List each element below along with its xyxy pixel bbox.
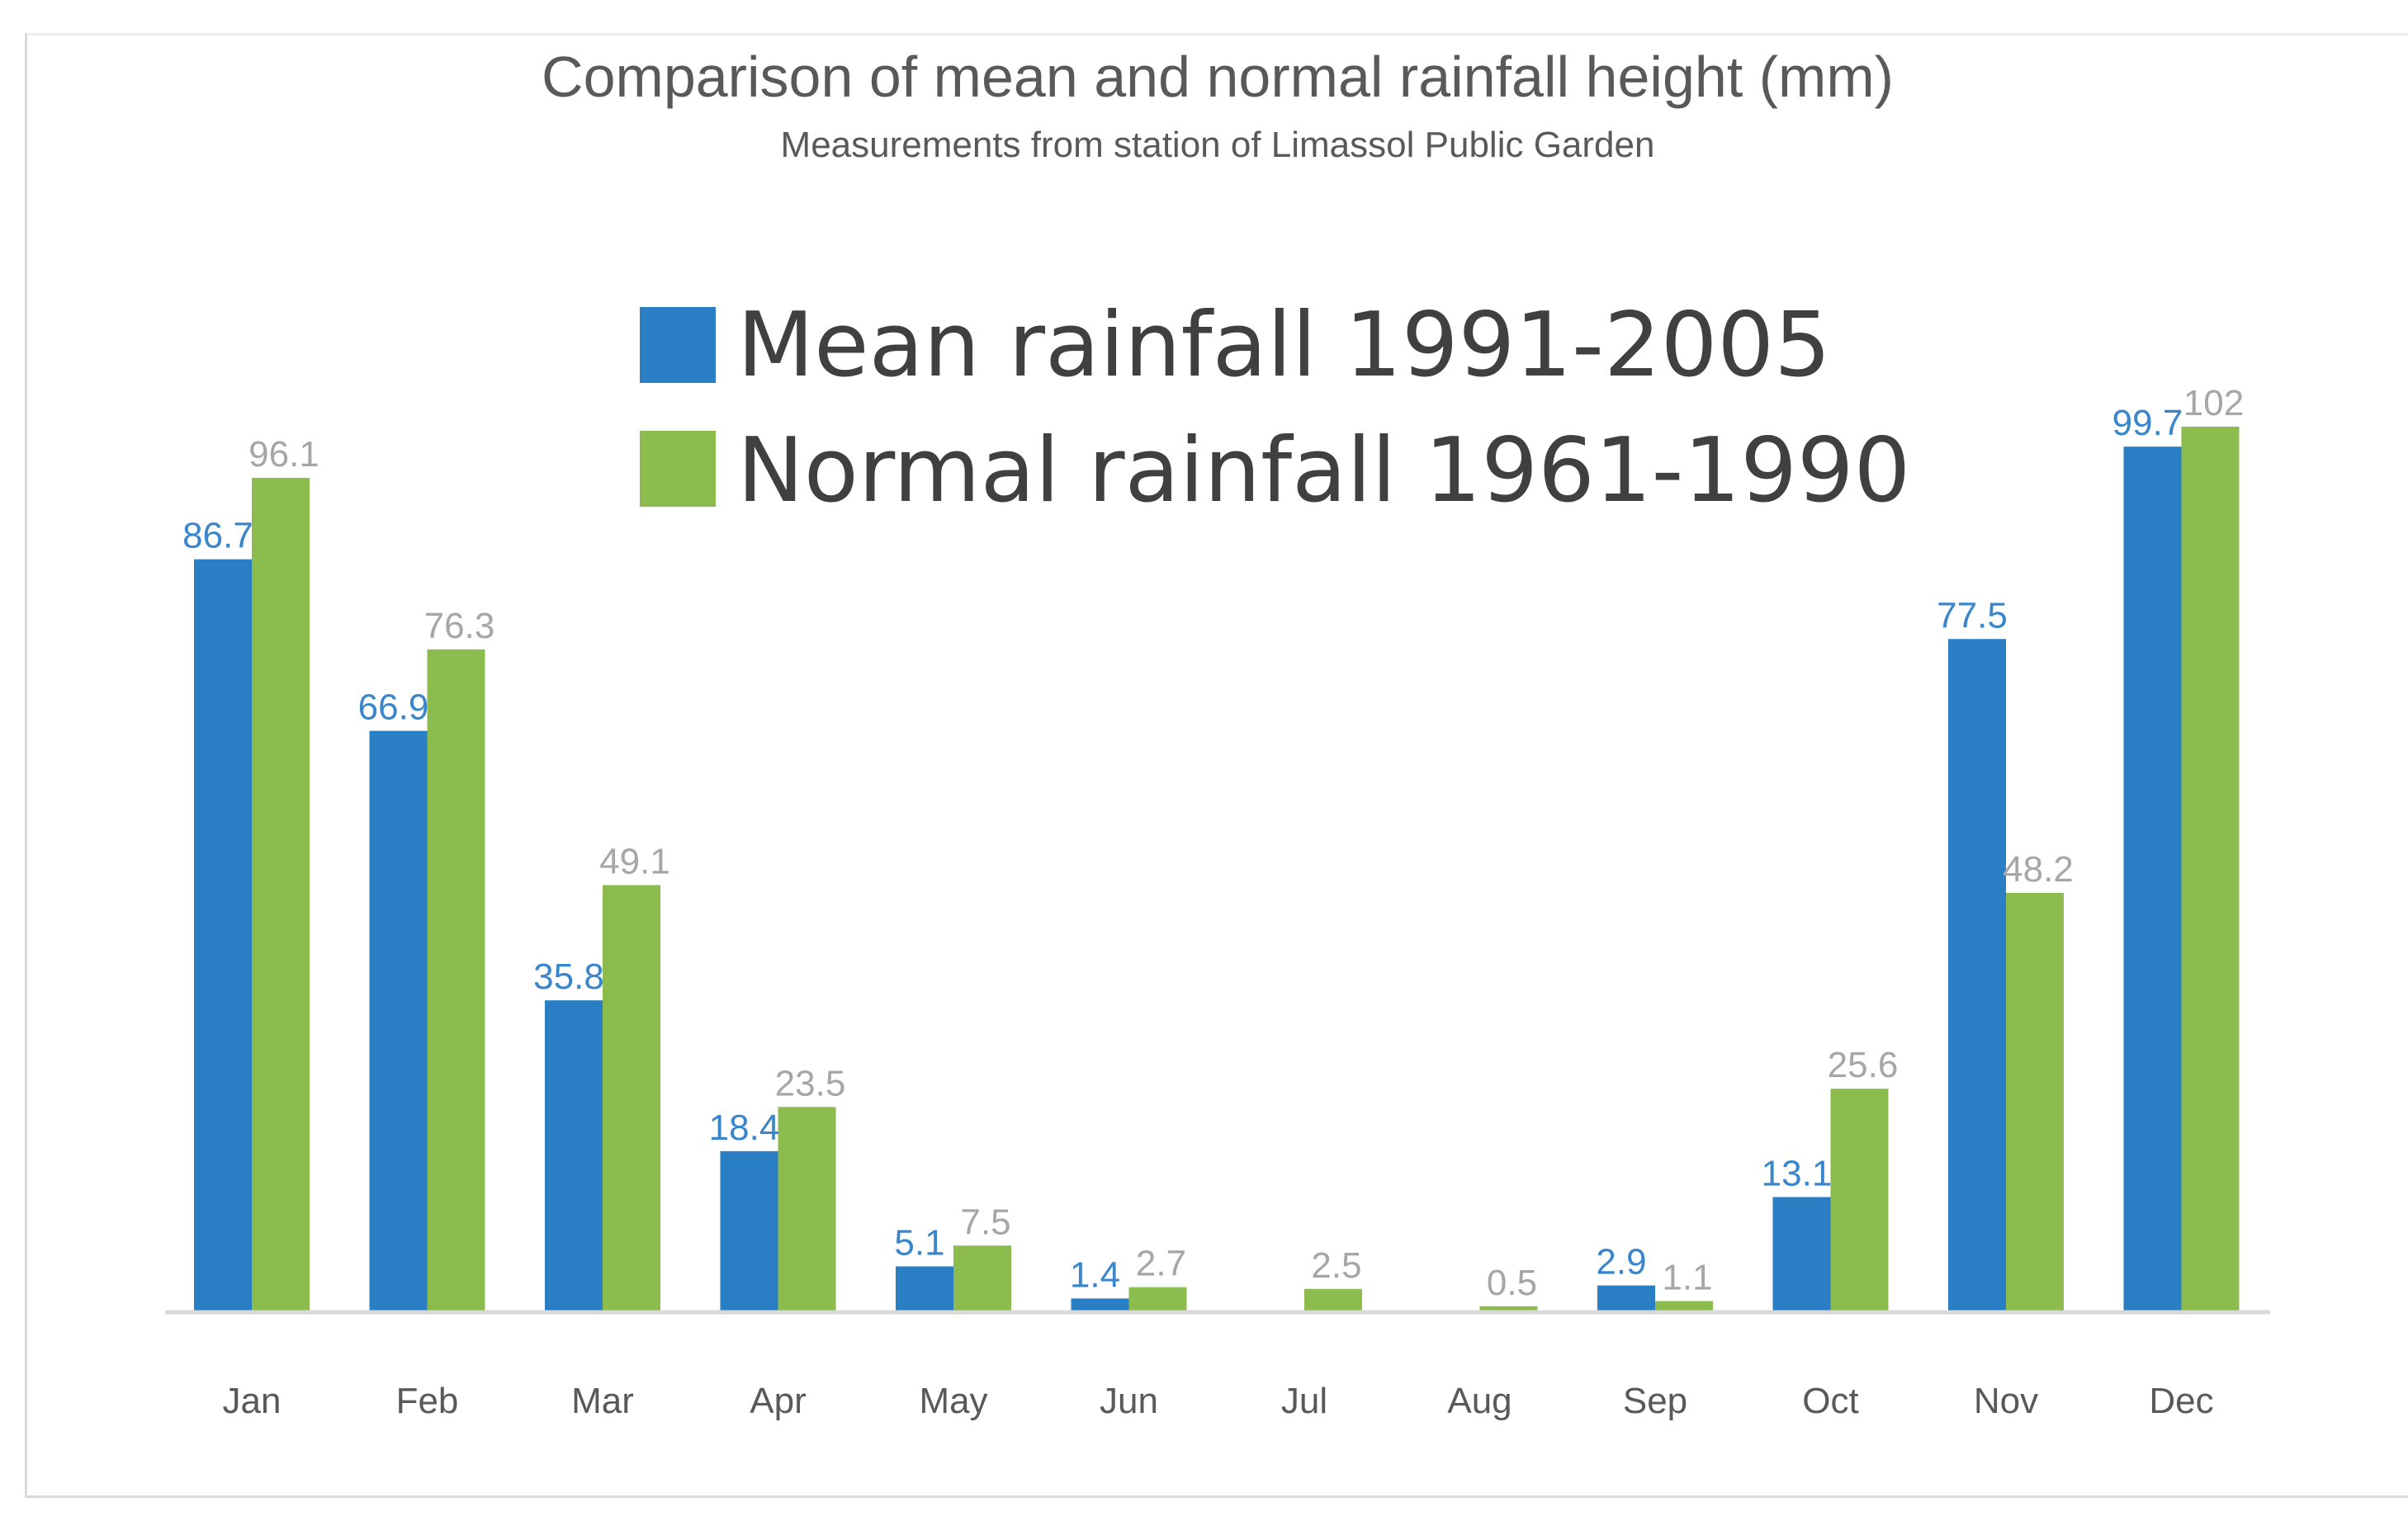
legend-swatch-mean — [640, 307, 716, 383]
x-tick-label-jun: Jun — [1100, 1381, 1158, 1421]
x-tick-label-sep: Sep — [1623, 1381, 1687, 1421]
bar-mean-sep — [1597, 1285, 1655, 1311]
bar-mean-dec — [2123, 446, 2182, 1311]
data-label-normal-feb: 76.3 — [424, 606, 495, 646]
data-label-mean-jun: 1.4 — [1070, 1254, 1120, 1295]
bar-mean-mar — [545, 1000, 603, 1311]
data-label-mean-mar: 35.8 — [533, 957, 604, 997]
bar-mean-may — [896, 1266, 953, 1311]
bar-normal-jun — [1128, 1287, 1187, 1311]
data-label-mean-oct: 13.1 — [1762, 1153, 1833, 1193]
data-label-normal-mar: 49.1 — [599, 841, 670, 881]
bar-mean-jan — [194, 559, 252, 1311]
data-label-mean-nov: 77.5 — [1937, 595, 2008, 635]
x-axis-tick-labels: Jan Feb Mar Apr May Jun Jul Aug Sep Oct Nov Dec — [223, 1381, 2214, 1421]
chart-frame-left — [25, 33, 27, 1498]
x-tick-label-mar: Mar — [571, 1381, 634, 1421]
legend-label-mean: Mean rainfall 1991-2005 — [737, 294, 1831, 397]
x-tick-label-jan: Jan — [223, 1381, 281, 1421]
x-tick-label-apr: Apr — [750, 1381, 806, 1421]
data-label-mean-dec: 99.7 — [2112, 403, 2183, 443]
bar-normal-jan — [252, 477, 310, 1311]
chart-legend: Mean rainfall 1991-2005 Normal rainfall … — [640, 294, 1910, 522]
x-tick-label-jul: Jul — [1281, 1381, 1327, 1421]
chart-frame-bottom — [25, 1495, 2408, 1498]
x-tick-label-aug: Aug — [1447, 1381, 1512, 1421]
data-label-normal-apr: 23.5 — [775, 1063, 846, 1103]
chart-frame-top — [25, 33, 2408, 35]
chart-title: Comparison of mean and normal rainfall h… — [542, 45, 1894, 109]
bar-normal-nov — [2006, 892, 2064, 1311]
data-label-mean-sep: 2.9 — [1596, 1242, 1646, 1283]
bar-mean-nov — [1948, 639, 2006, 1311]
x-tick-label-oct: Oct — [1802, 1381, 1858, 1421]
data-label-normal-oct: 25.6 — [1828, 1045, 1899, 1085]
data-label-mean-may: 5.1 — [894, 1222, 944, 1263]
bar-normal-mar — [603, 885, 660, 1311]
legend-label-normal: Normal rainfall 1961-1990 — [737, 419, 1910, 522]
data-label-normal-jul: 2.5 — [1311, 1245, 1361, 1286]
data-label-mean-feb: 66.9 — [358, 687, 429, 728]
data-label-mean-jan: 86.7 — [182, 516, 253, 556]
data-label-normal-jan: 96.1 — [248, 434, 319, 475]
data-label-normal-may: 7.5 — [960, 1202, 1010, 1242]
bar-normal-aug — [1479, 1306, 1538, 1311]
data-labels-group: 86.7 96.1 66.9 76.3 35.8 49.1 18.4 23.5 5.1 7.5 1.… — [182, 383, 2244, 1303]
data-label-mean-apr: 18.4 — [709, 1108, 780, 1148]
bar-mean-oct — [1772, 1197, 1831, 1311]
bar-normal-oct — [1830, 1089, 1889, 1311]
bar-normal-sep — [1655, 1301, 1713, 1311]
bar-normal-dec — [2181, 427, 2240, 1311]
data-label-normal-sep: 1.1 — [1662, 1257, 1712, 1297]
x-tick-label-feb: Feb — [396, 1381, 459, 1421]
chart-subtitle: Measurements from station of Limassol Pu… — [781, 125, 1655, 165]
x-tick-label-dec: Dec — [2149, 1381, 2213, 1421]
data-label-normal-dec: 102 — [2183, 383, 2244, 423]
x-tick-label-may: May — [919, 1381, 987, 1421]
data-label-normal-nov: 48.2 — [2003, 849, 2074, 890]
bar-mean-apr — [720, 1150, 778, 1311]
bar-mean-jun — [1071, 1298, 1129, 1311]
legend-swatch-normal — [640, 431, 716, 507]
x-tick-label-nov: Nov — [1974, 1381, 2038, 1421]
data-label-normal-jun: 2.7 — [1136, 1244, 1186, 1284]
bar-mean-feb — [369, 730, 428, 1311]
bar-normal-jul — [1304, 1288, 1362, 1311]
data-label-normal-aug: 0.5 — [1487, 1263, 1537, 1303]
bars-group — [194, 427, 2240, 1311]
bar-normal-may — [953, 1245, 1011, 1311]
bar-normal-apr — [778, 1107, 836, 1311]
bar-normal-feb — [427, 649, 485, 1311]
